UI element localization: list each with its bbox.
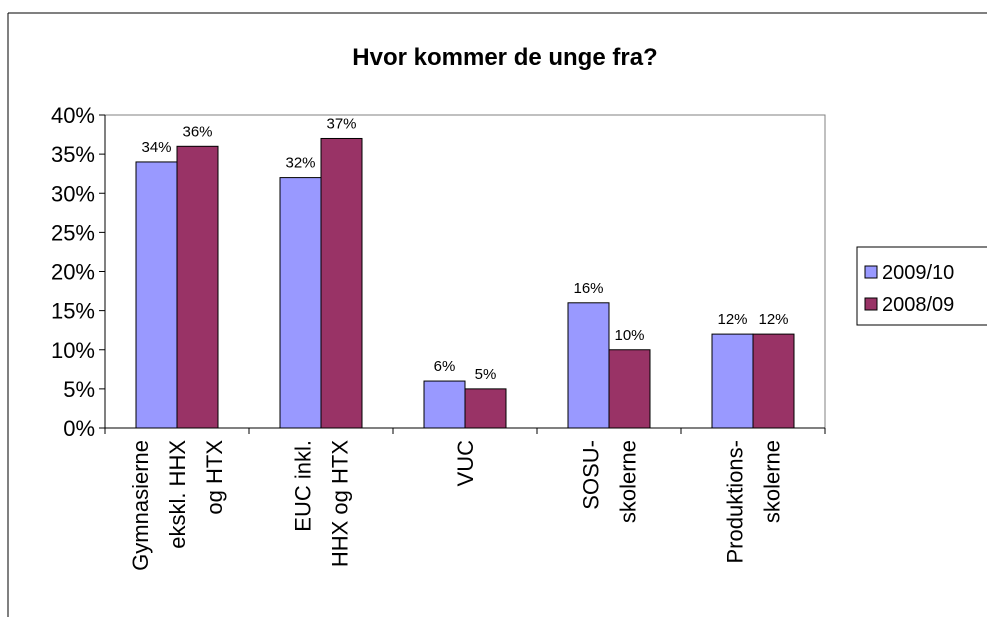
bar <box>567 302 610 429</box>
legend-swatch <box>864 265 878 279</box>
chart-title: Hvor kommer de unge fra? <box>352 44 657 71</box>
y-tick-label: 5% <box>63 377 95 402</box>
x-tick-label-line: VUC <box>453 440 478 487</box>
x-tick-label: VUC <box>453 440 478 487</box>
data-label: 32% <box>285 155 315 172</box>
x-tick-label-line: ekskl. HHX <box>165 440 190 549</box>
x-tick-label: SOSU-skolerne <box>579 440 641 523</box>
legend-label: 2008/09 <box>882 294 954 316</box>
x-tick-label-line: Produktions- <box>723 440 748 564</box>
y-tick-label: 25% <box>51 220 95 245</box>
bar <box>279 177 322 429</box>
y-tick-label: 15% <box>51 299 95 324</box>
x-tick-label: EUC inkl. HHX og HTX <box>291 440 353 567</box>
y-tick-label: 10% <box>51 338 95 363</box>
x-tick-label-line: EUC inkl. <box>291 440 316 532</box>
bar <box>176 145 219 429</box>
legend-swatch <box>864 297 878 311</box>
y-tick-label: 30% <box>51 181 95 206</box>
x-tick-label-line: HHX og HTX <box>328 440 353 567</box>
bar <box>752 333 795 429</box>
x-tick-label-line: Gymnasierne <box>128 440 153 571</box>
bar <box>320 137 363 429</box>
data-label: 12% <box>758 311 788 328</box>
y-tick-label: 0% <box>63 416 95 441</box>
data-label: 5% <box>475 366 497 383</box>
legend-box <box>856 246 987 326</box>
y-tick-label: 20% <box>51 260 95 285</box>
bar <box>711 333 754 429</box>
x-tick-label-line: skolerne <box>760 440 785 523</box>
data-label: 36% <box>182 123 212 140</box>
data-label: 6% <box>434 358 456 375</box>
data-label: 37% <box>326 115 356 132</box>
x-tick-label: Produktions-skolerne <box>723 440 785 564</box>
data-label: 12% <box>717 311 747 328</box>
y-tick-label: 40% <box>51 103 95 128</box>
bar <box>423 380 466 429</box>
x-tick-label-line: SOSU- <box>579 440 604 510</box>
x-tick-label-line: skolerne <box>616 440 641 523</box>
data-label: 10% <box>614 327 644 344</box>
bar <box>608 349 651 429</box>
bar <box>135 161 178 429</box>
x-tick-label: Gymnasierne ekskl. HHX og HTX <box>128 440 227 571</box>
data-label: 34% <box>141 139 171 156</box>
y-tick-label: 35% <box>51 142 95 167</box>
x-tick-label-line: og HTX <box>202 440 227 515</box>
data-label: 16% <box>573 280 603 297</box>
legend-label: 2009/10 <box>882 262 954 284</box>
bar <box>464 388 507 429</box>
